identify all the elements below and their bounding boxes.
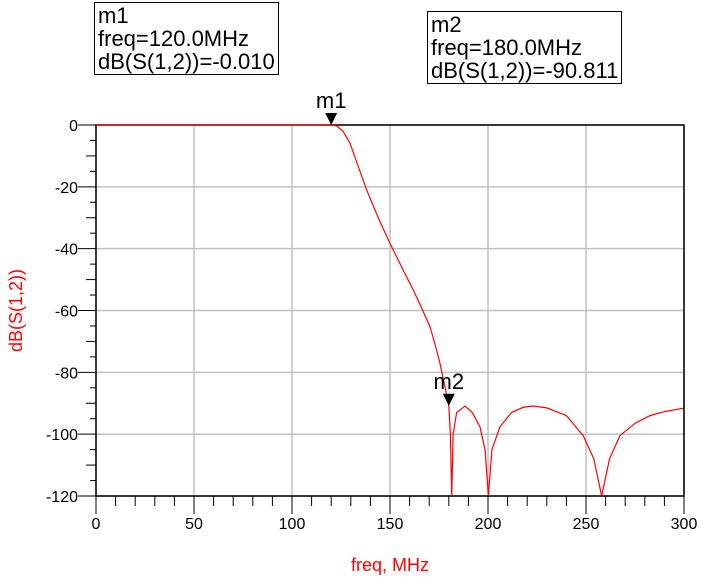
marker-m2-name: m2 [431,12,462,37]
x-tick-label: 0 [92,516,101,533]
x-tick-label: 300 [671,516,698,533]
marker-m2-freq: freq=180.0MHz [431,35,583,60]
y-tick-label: -20 [55,180,78,197]
x-tick-label: 50 [185,516,203,533]
marker-m2-value: dB(S(1,2))=-90.811 [431,58,619,83]
marker-m1-freq: freq=120.0MHz [98,26,250,51]
marker-m2-triangle [442,393,455,406]
x-tick-label: 250 [573,516,600,533]
y-tick-label: -120 [46,489,78,506]
y-axis-label: dB(S(1,2)) [6,269,26,352]
y-tick-label: -100 [46,427,78,444]
x-axis-label: freq, MHz [351,555,429,575]
x-tick-label: 200 [475,516,502,533]
y-tick-label: 0 [69,118,78,135]
y-tick-label: -60 [55,304,78,321]
x-tick-label: 150 [377,516,404,533]
marker-m2-readout: m2 freq=180.0MHz dB(S(1,2))=-90.811 [427,11,623,84]
series-line-dB-S12 [95,124,684,497]
marker-m1-value: dB(S(1,2))=-0.010 [98,49,275,74]
x-tick-label: 100 [279,516,306,533]
marker-m1-readout: m1 freq=120.0MHz dB(S(1,2))=-0.010 [94,2,279,75]
marker-m1-name: m1 [98,3,129,28]
y-tick-label: -80 [55,365,78,382]
marker-m1-label: m1 [316,88,347,113]
y-tick-label: -40 [55,242,78,259]
marker-m1-triangle [325,113,338,126]
marker-m2-label: m2 [434,369,465,394]
plot-frame [95,124,685,497]
